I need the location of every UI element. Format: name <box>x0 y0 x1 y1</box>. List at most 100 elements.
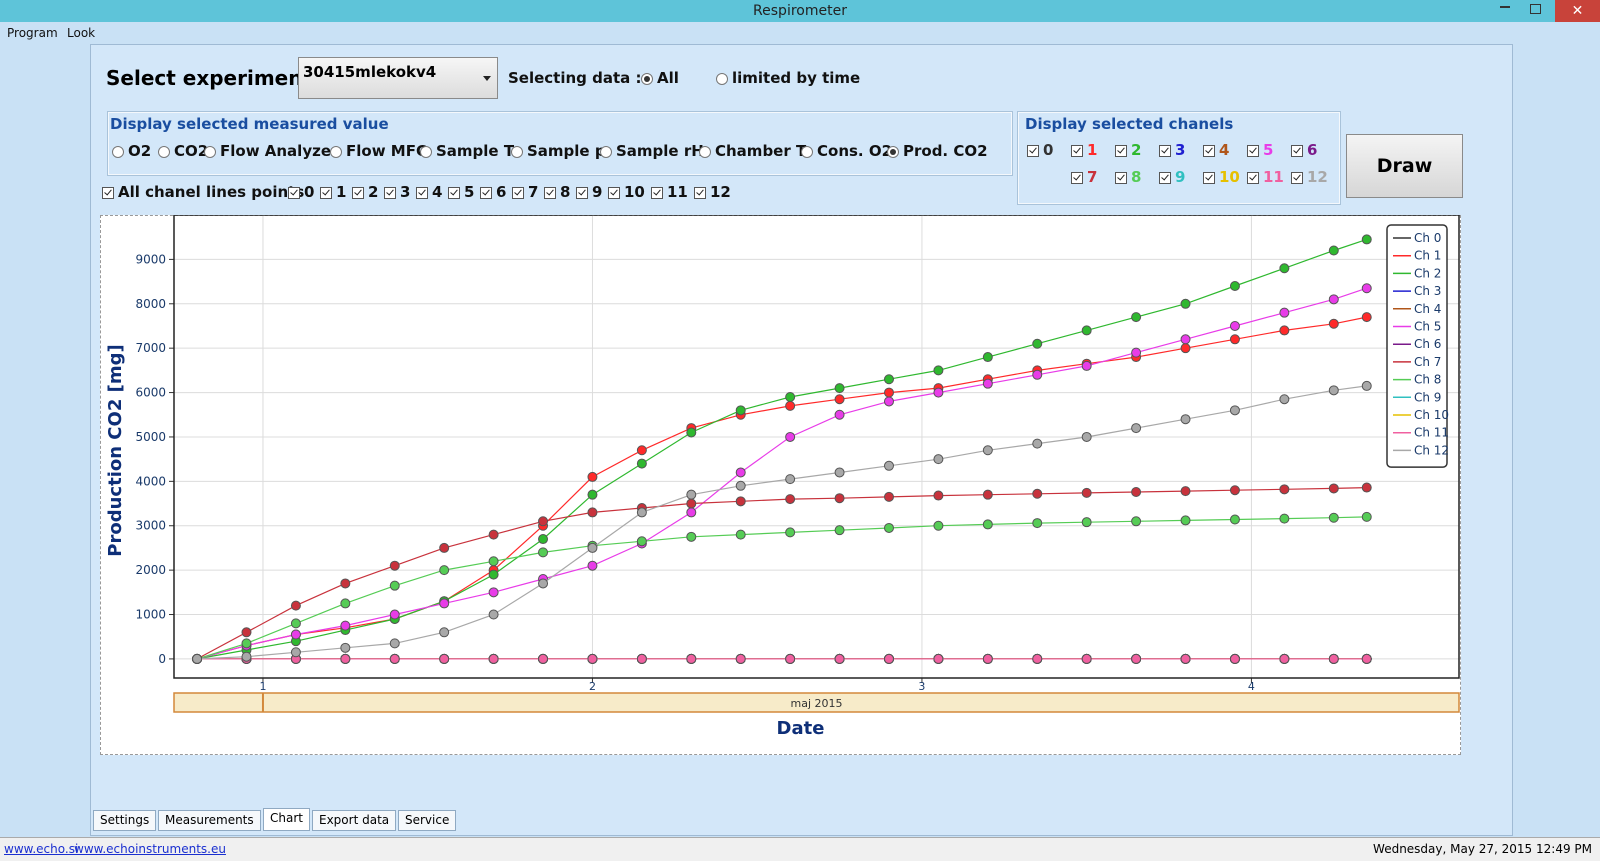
data-point <box>982 653 993 664</box>
data-point <box>1279 307 1290 318</box>
radio-option[interactable]: Sample p <box>511 142 606 160</box>
radio-label: Chamber T <box>715 142 807 160</box>
radio-option[interactable]: Sample rH <box>600 142 704 160</box>
data-point <box>538 578 549 589</box>
tab[interactable]: Chart <box>263 808 310 831</box>
data-point <box>1328 483 1339 494</box>
channel-checkbox[interactable]: 10 <box>1203 168 1240 186</box>
minimize-button[interactable] <box>1500 5 1510 8</box>
radio-option[interactable]: Flow MFC <box>330 142 427 160</box>
link[interactable]: www.echo.si <box>4 842 79 856</box>
data-point <box>686 489 697 500</box>
data-point <box>1032 338 1043 349</box>
radio-label: Sample T <box>436 142 515 160</box>
points-checkbox[interactable]: 8 <box>544 183 570 201</box>
close-button[interactable]: ✕ <box>1555 0 1600 22</box>
data-point <box>1180 414 1191 425</box>
radio-option[interactable]: Prod. CO2 <box>887 142 988 160</box>
points-checkbox[interactable]: 3 <box>384 183 410 201</box>
y-tick-label: 3000 <box>135 519 166 533</box>
channel-checkbox[interactable]: 3 <box>1159 141 1185 159</box>
channel-checkbox[interactable]: 1 <box>1071 141 1097 159</box>
channel-checkbox[interactable]: 0 <box>1027 141 1053 159</box>
radio <box>887 145 899 158</box>
radio-label: Sample p <box>527 142 606 160</box>
data-point <box>933 653 944 664</box>
data-point <box>1328 318 1339 329</box>
points-checkbox[interactable]: 10 <box>608 183 645 201</box>
series-line <box>196 316 1367 660</box>
channel-checkbox[interactable]: 9 <box>1159 168 1185 186</box>
radio <box>699 145 711 158</box>
radio-option[interactable]: Sample T <box>420 142 514 160</box>
tab[interactable]: Settings <box>93 810 157 831</box>
data-point <box>389 653 400 664</box>
data-point <box>1131 312 1142 323</box>
checkbox-label: 6 <box>496 183 507 201</box>
data-point <box>834 493 845 504</box>
channel-checkbox[interactable]: 4 <box>1203 141 1229 159</box>
tab[interactable]: Service <box>398 810 457 831</box>
radio-option[interactable]: All <box>641 69 679 87</box>
channel-checkbox[interactable]: 7 <box>1071 168 1097 186</box>
all-points-checkbox[interactable]: All chanel lines points <box>102 183 304 201</box>
radio-option[interactable]: Flow Analyzer <box>204 142 338 160</box>
tab[interactable]: Export data <box>312 810 397 831</box>
data-point <box>686 498 697 509</box>
points-checkbox[interactable]: 2 <box>352 183 378 201</box>
points-checkbox[interactable]: 5 <box>448 183 474 201</box>
channel-checkbox[interactable]: 11 <box>1247 168 1284 186</box>
channel-checkbox[interactable]: 6 <box>1291 141 1317 159</box>
points-checkbox[interactable]: 0 <box>288 183 314 201</box>
legend-box <box>1386 224 1448 468</box>
points-checkbox[interactable]: 12 <box>694 183 731 201</box>
legend-label: Ch 8 <box>1414 373 1441 387</box>
points-checkbox[interactable]: 6 <box>480 183 506 201</box>
radio-option[interactable]: Cons. O2 <box>801 142 892 160</box>
points-checkbox[interactable]: 7 <box>512 183 538 201</box>
series-line <box>196 287 1367 660</box>
checkbox-label: 5 <box>464 183 475 201</box>
radio <box>801 145 813 158</box>
radio-option[interactable]: CO2 <box>158 142 208 160</box>
data-point <box>538 534 549 545</box>
x-tick-label: 1 <box>259 680 266 693</box>
data-point <box>1131 423 1142 434</box>
data-point <box>1081 360 1092 371</box>
data-point <box>587 560 598 571</box>
radio-option[interactable]: limited by time <box>716 69 860 87</box>
channel-checkbox[interactable]: 8 <box>1115 168 1141 186</box>
data-point <box>340 642 351 653</box>
checkbox <box>448 186 460 199</box>
radio-option[interactable]: O2 <box>112 142 151 160</box>
checkbox-label: 12 <box>1307 168 1328 186</box>
menu-item[interactable]: Look <box>67 26 96 40</box>
menu-item[interactable]: Program <box>7 26 58 40</box>
channel-checkbox[interactable]: 2 <box>1115 141 1141 159</box>
checkbox <box>288 186 300 199</box>
data-point <box>389 560 400 571</box>
experiment-combo[interactable]: 30415mlekokv4 <box>298 57 498 99</box>
data-point <box>1279 653 1290 664</box>
channel-checkbox[interactable]: 12 <box>1291 168 1328 186</box>
points-checkbox[interactable]: 4 <box>416 183 442 201</box>
tab[interactable]: Measurements <box>158 810 261 831</box>
draw-button[interactable]: Draw <box>1346 134 1463 198</box>
data-point <box>834 394 845 405</box>
points-checkbox[interactable]: 11 <box>651 183 688 201</box>
data-point <box>1081 653 1092 664</box>
radio-option[interactable]: Chamber T <box>699 142 806 160</box>
combo-arrow <box>483 76 491 85</box>
radio <box>641 72 653 85</box>
chart-frame <box>100 215 1461 755</box>
legend-label: Ch 6 <box>1414 337 1441 351</box>
data-point <box>933 520 944 531</box>
data-point <box>686 427 697 438</box>
points-checkbox[interactable]: 9 <box>576 183 602 201</box>
data-point <box>587 542 598 553</box>
maximize-button[interactable] <box>1530 4 1541 14</box>
points-checkbox[interactable]: 1 <box>320 183 346 201</box>
radio-label: Flow Analyzer <box>220 142 339 160</box>
link[interactable]: www.echoinstruments.eu <box>74 842 226 856</box>
channel-checkbox[interactable]: 5 <box>1247 141 1273 159</box>
